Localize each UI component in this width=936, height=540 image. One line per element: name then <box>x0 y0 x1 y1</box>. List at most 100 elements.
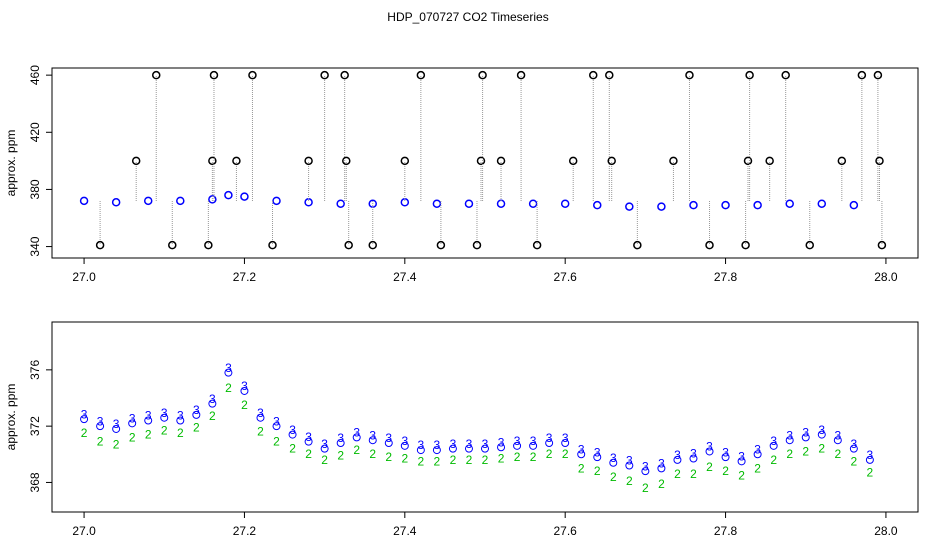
point-symbol: 2 <box>770 453 777 467</box>
point <box>593 200 602 210</box>
point-symbol: 3 <box>498 435 505 449</box>
point-symbol: 3 <box>81 407 88 421</box>
point <box>561 439 570 448</box>
point-symbol: 3 <box>434 438 441 452</box>
point-symbol: 2 <box>802 444 809 458</box>
point <box>248 70 257 80</box>
point <box>545 439 554 448</box>
point <box>268 240 277 250</box>
point <box>721 200 730 210</box>
point-symbol: 3 <box>594 445 601 459</box>
point <box>144 416 153 425</box>
x-tick-label: 27.6 <box>554 524 578 538</box>
point-symbol: 3 <box>145 409 152 423</box>
point <box>657 464 666 473</box>
point <box>176 416 185 425</box>
point <box>516 70 526 80</box>
point-symbol: 2 <box>209 409 216 423</box>
x-tick-label: 27.0 <box>72 270 96 284</box>
point <box>765 156 774 166</box>
point-symbol: 3 <box>642 459 649 473</box>
point <box>705 447 714 456</box>
point <box>857 70 867 80</box>
point <box>805 240 814 250</box>
point-symbol: 2 <box>113 437 120 451</box>
point <box>689 200 698 210</box>
point <box>448 444 457 453</box>
point-symbol: 3 <box>321 437 328 451</box>
point <box>605 70 614 80</box>
point <box>560 199 570 208</box>
point-symbol: 2 <box>818 442 825 456</box>
point-symbol: 2 <box>369 447 376 461</box>
y-axis-label: approx. ppm <box>4 130 18 197</box>
point-symbol: 3 <box>546 431 553 445</box>
point <box>464 444 473 453</box>
point-symbol: 2 <box>754 461 761 475</box>
point <box>528 199 538 208</box>
point-symbol: 3 <box>482 437 489 451</box>
point-symbol: 2 <box>273 435 280 449</box>
point <box>416 446 425 455</box>
point-symbol: 2 <box>658 477 665 491</box>
point-symbol: 2 <box>97 435 104 449</box>
point <box>737 457 746 466</box>
point-symbol: 2 <box>690 467 697 481</box>
point-symbol: 3 <box>738 450 745 464</box>
point-symbol: 3 <box>626 454 633 468</box>
point <box>865 455 874 464</box>
point <box>721 453 730 462</box>
point <box>849 444 858 453</box>
point-symbol: 2 <box>450 453 457 467</box>
x-tick-label: 27.2 <box>233 270 257 284</box>
point-symbol: 3 <box>161 406 168 420</box>
point <box>400 198 410 207</box>
point <box>304 437 313 446</box>
point-symbol: 3 <box>337 431 344 445</box>
point <box>342 156 351 166</box>
point <box>432 199 442 208</box>
point-symbol: 2 <box>305 447 312 461</box>
point-symbol: 3 <box>867 448 874 462</box>
x-tick-label: 27.6 <box>554 270 578 284</box>
point-symbol: 2 <box>642 481 649 495</box>
point <box>208 399 217 408</box>
x-tick-label: 27.4 <box>393 270 417 284</box>
y-axis-label: approx. ppm <box>4 384 18 451</box>
point <box>476 156 486 166</box>
x-tick-label: 27.0 <box>72 524 96 538</box>
point <box>111 198 121 207</box>
point <box>496 156 506 166</box>
point <box>160 413 169 422</box>
point-symbol: 3 <box>289 423 296 437</box>
point <box>288 430 297 439</box>
point-symbol: 2 <box>241 398 248 412</box>
point <box>849 200 859 210</box>
point-symbol: 3 <box>385 431 392 445</box>
point-symbol: 2 <box>177 426 184 440</box>
point-symbol: 2 <box>562 447 569 461</box>
point-symbol: 2 <box>401 451 408 465</box>
y-tick-label: 460 <box>28 65 42 85</box>
point <box>143 196 153 206</box>
point <box>224 368 233 377</box>
point-symbol: 2 <box>546 447 553 461</box>
x-tick-label: 27.2 <box>233 524 257 538</box>
point-symbol: 2 <box>289 442 296 456</box>
point <box>95 240 105 250</box>
point <box>112 424 121 433</box>
point-symbol: 3 <box>466 437 473 451</box>
point <box>320 444 329 453</box>
point <box>272 196 281 206</box>
point-symbol: 2 <box>321 453 328 467</box>
point-symbol: 3 <box>225 361 232 375</box>
point-symbol: 3 <box>305 430 312 444</box>
point-symbol: 2 <box>225 381 232 395</box>
plot-frame <box>51 321 919 513</box>
point <box>685 70 694 80</box>
point-symbol: 3 <box>851 437 858 451</box>
point <box>240 192 249 201</box>
point-symbol: 2 <box>145 428 152 442</box>
point <box>208 195 217 204</box>
